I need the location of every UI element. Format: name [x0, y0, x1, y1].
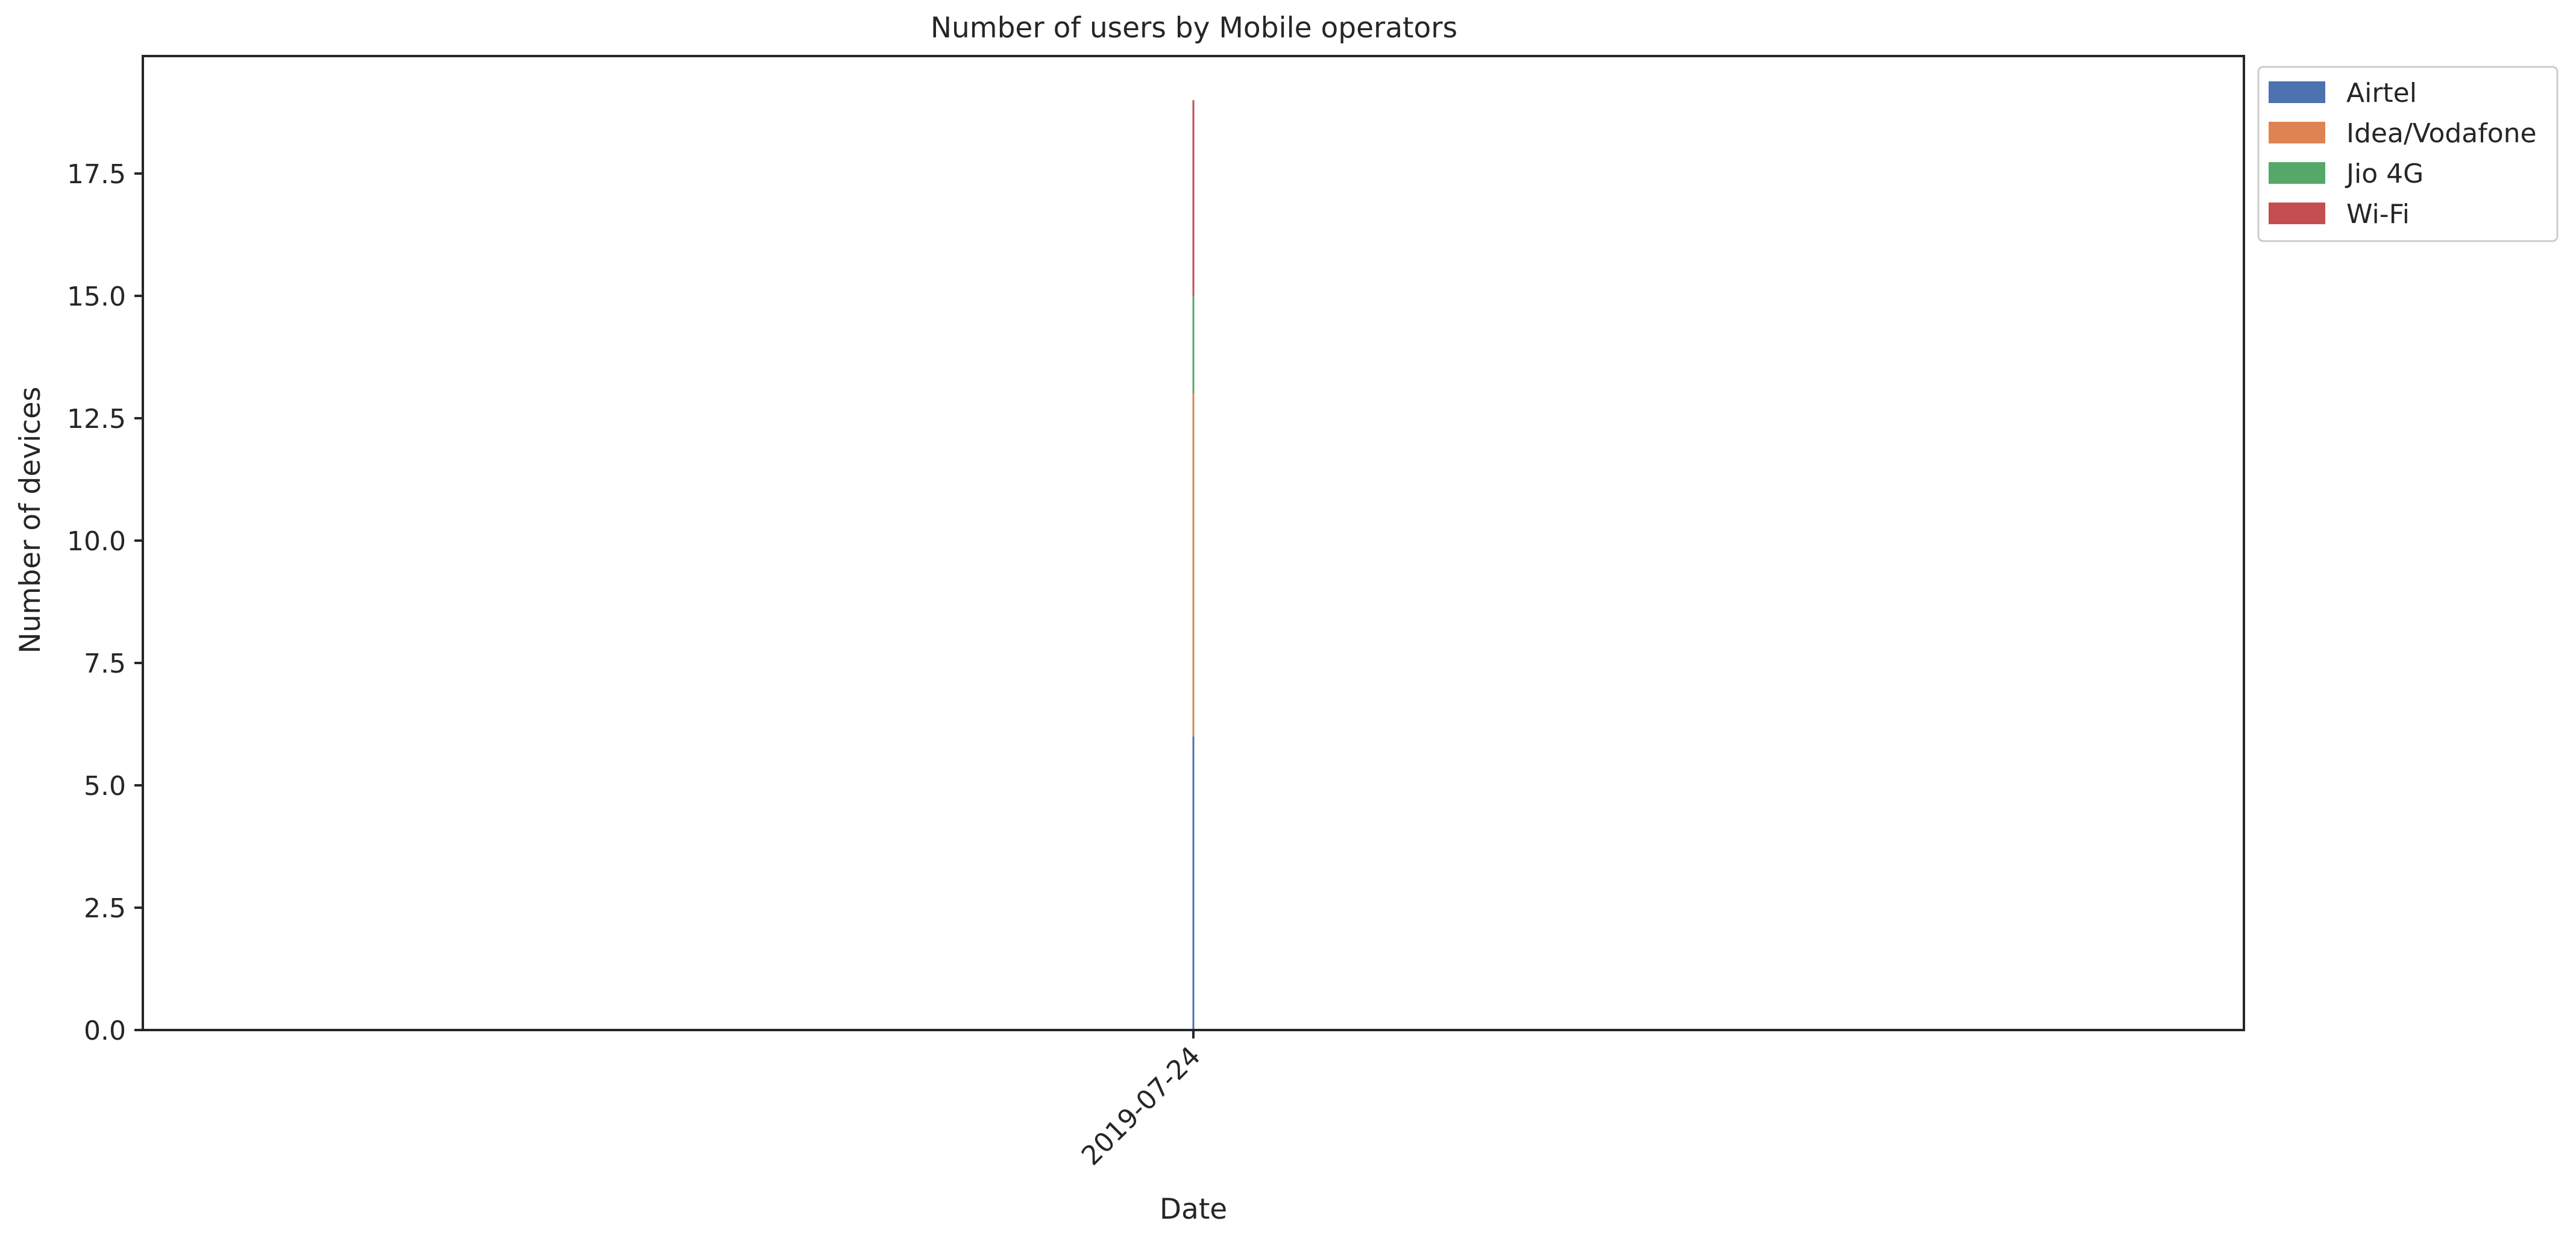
legend: Airtel Idea/Vodafone Jio 4G Wi-Fi [2257, 66, 2559, 242]
y-tick-label: 15.0 [67, 281, 126, 312]
legend-label: Airtel [2346, 78, 2417, 108]
y-tick-label: 12.5 [67, 404, 126, 435]
y-tick-label: 5.0 [84, 771, 126, 802]
chart-title: Number of users by Mobile operators [931, 11, 1457, 45]
legend-label: Wi-Fi [2346, 199, 2410, 230]
y-tick-label: 7.5 [84, 649, 126, 679]
y-axis-label: Number of devices [14, 387, 47, 654]
legend-swatch [2269, 122, 2325, 143]
x-axis-label: Date [1160, 1193, 1227, 1226]
plot-frame [142, 55, 2245, 1031]
y-tick-label: 2.5 [84, 893, 126, 924]
legend-swatch [2269, 162, 2325, 184]
legend-label: Jio 4G [2345, 159, 2424, 189]
legend-frame [2257, 66, 2559, 242]
y-tick-label: 17.5 [67, 159, 126, 190]
legend-items: Airtel Idea/Vodafone Jio 4G Wi-Fi [2269, 78, 2537, 230]
legend-swatch [2269, 81, 2325, 103]
y-tick-label: 0.0 [84, 1016, 126, 1046]
legend-swatch [2269, 203, 2325, 224]
y-axis-ticks: 0.0 2.5 5.0 7.5 10.0 12.5 15.0 17.5 [67, 159, 143, 1046]
y-tick-label: 10.0 [67, 526, 126, 557]
legend-label: Idea/Vodafone [2346, 118, 2537, 149]
